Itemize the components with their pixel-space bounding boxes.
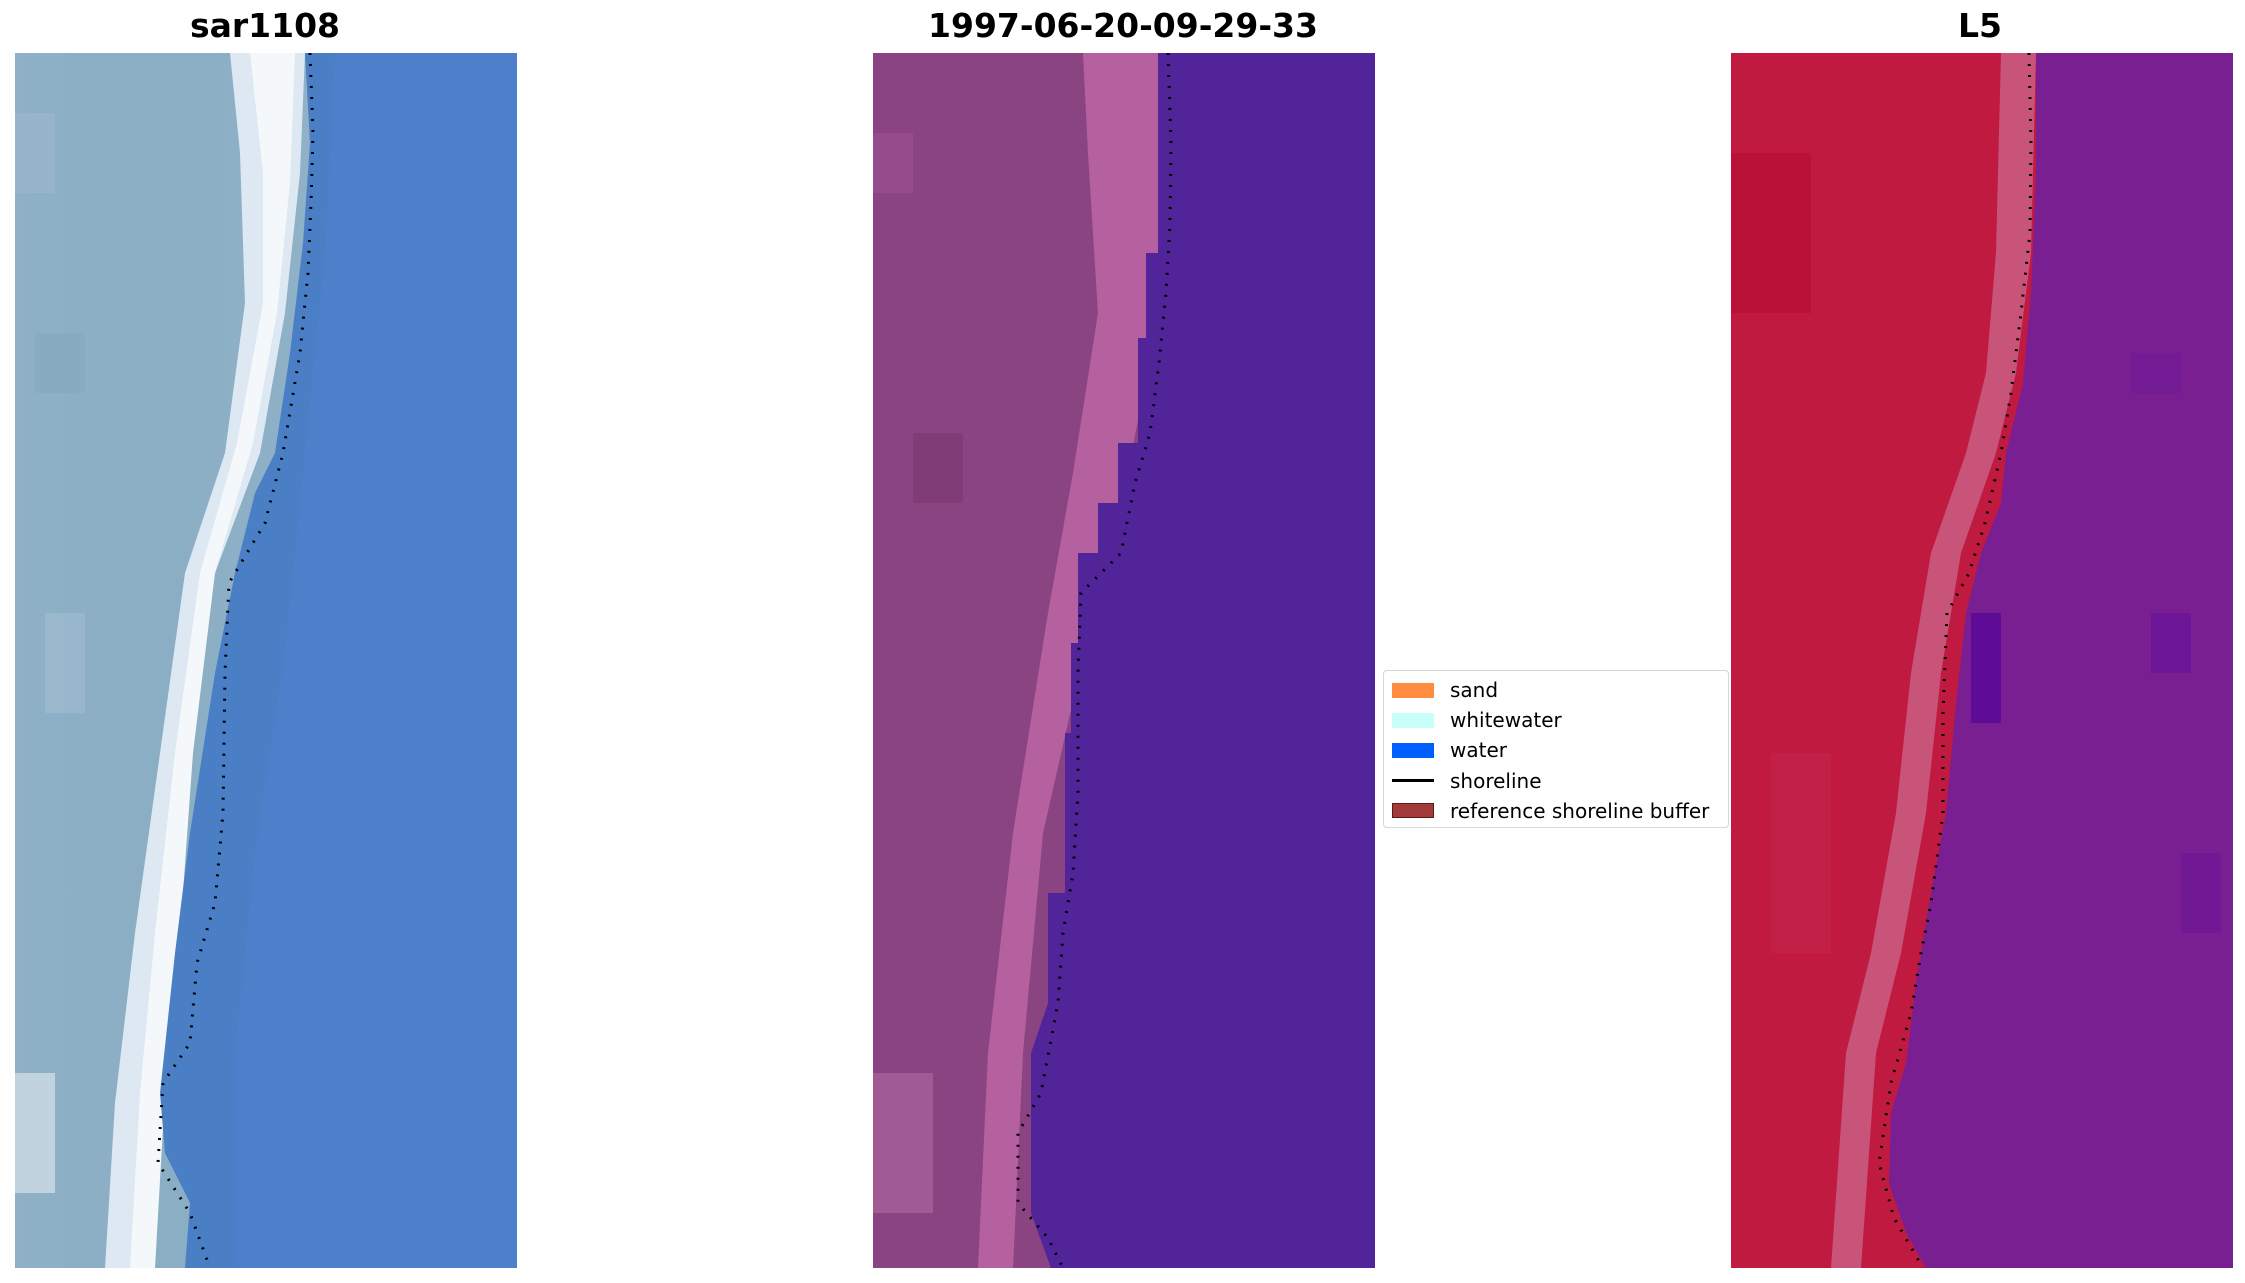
legend-label: reference shoreline buffer [1450, 798, 1710, 823]
panel-title-mndwi: L5 [1958, 6, 2002, 45]
legend-label: sand [1450, 678, 1499, 703]
buffer-swatch [1392, 803, 1434, 819]
whitewater-swatch [1392, 712, 1434, 728]
sand-swatch [1392, 682, 1434, 698]
legend-item-whitewater: whitewater [1392, 705, 1720, 735]
classified-image-panel [873, 53, 1375, 1268]
water-swatch [1392, 742, 1434, 758]
panel-title-classified: 1997-06-20-09-29-33 [928, 6, 1318, 45]
legend-item-water: water [1392, 735, 1720, 765]
shoreline-line-icon [1392, 779, 1434, 783]
index-image [1731, 53, 2233, 1268]
panel-title-rgb: sar1108 [189, 6, 341, 45]
legend-item-reference-buffer: reference shoreline buffer [1392, 796, 1720, 826]
legend: sand whitewater water shoreline referenc… [1383, 670, 1729, 828]
legend-item-shoreline: shoreline [1392, 766, 1720, 796]
classified-image [873, 53, 1375, 1268]
legend-label: whitewater [1450, 708, 1562, 733]
rgb-image-panel [15, 53, 517, 1268]
legend-label: shoreline [1450, 768, 1542, 793]
legend-label: water [1450, 738, 1507, 763]
rgb-image [15, 53, 517, 1268]
legend-item-sand: sand [1392, 675, 1720, 705]
index-image-panel [1731, 53, 2233, 1268]
